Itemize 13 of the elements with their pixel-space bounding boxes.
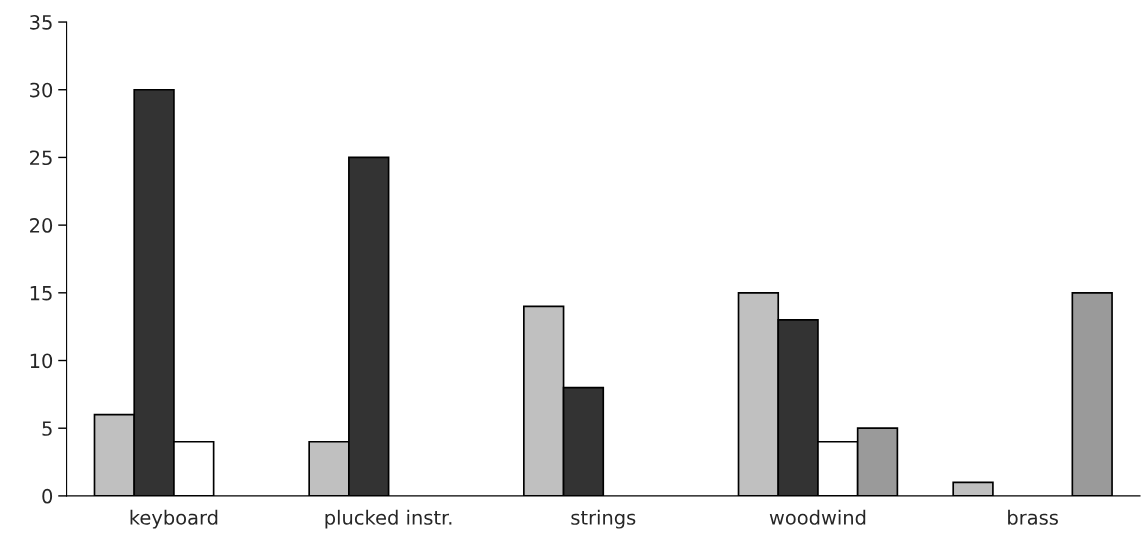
y-tick-label: 30 bbox=[30, 82, 53, 98]
x-tick-label: keyboard bbox=[130, 509, 218, 529]
y-tick-label: 20 bbox=[30, 218, 53, 233]
y-tick-label: 35 bbox=[30, 15, 52, 30]
x-tick-label: brass bbox=[1008, 509, 1058, 525]
x-tick-label: plucked instr. bbox=[325, 509, 452, 529]
y-tick-label: 5 bbox=[42, 421, 52, 436]
x-tick-label: strings bbox=[571, 509, 636, 529]
y-tick-label: 10 bbox=[30, 353, 53, 369]
y-tick-label: 25 bbox=[30, 150, 52, 166]
y-tick-label: 0 bbox=[42, 488, 53, 504]
x-tick-label: woodwind bbox=[769, 509, 866, 525]
y-tick-label: 15 bbox=[30, 286, 52, 301]
